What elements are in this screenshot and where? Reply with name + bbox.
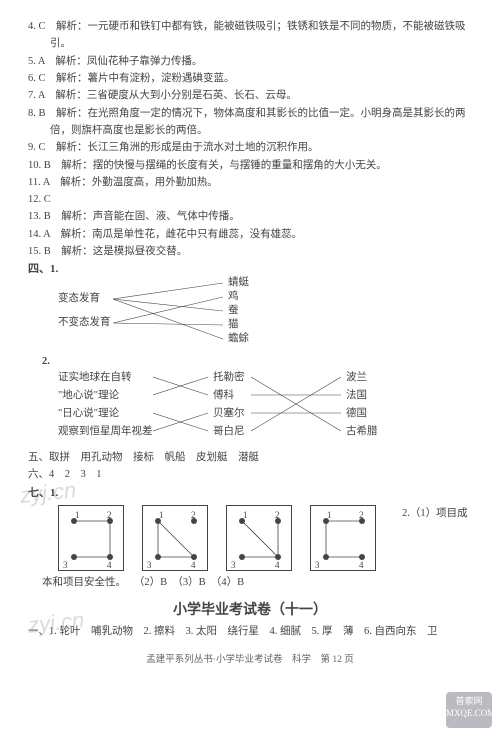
section-5: 五、取拼 用孔动物 接标 帆船 皮划艇 潜艇 xyxy=(28,449,472,466)
match2-item: 法国 xyxy=(346,388,367,403)
match2-item: 德国 xyxy=(346,406,367,421)
answer-line: 4. C 解析：一元硬币和铁钉中都有铁，能被磁铁吸引；铁锈和铁是不同的物质，不能… xyxy=(28,18,472,53)
answer-line: 8. B 解析：在光照角度一定的情况下，物体高度和其影长的比值一定。小明身高是其… xyxy=(28,105,472,140)
answer-line: 9. C 解析：长江三角洲的形成是由于流水对土地的沉积作用。 xyxy=(28,139,472,156)
match-left-item: 不变态发育 xyxy=(58,316,111,330)
page: 4. C 解析：一元硬币和铁钉中都有铁，能被磁铁吸引；铁锈和铁是不同的物质，不能… xyxy=(0,0,500,736)
dice-row: 1234 1234 1234 1234 2.（1）项目成 xyxy=(58,505,472,571)
match2-item: 观察到恒星周年视差 xyxy=(58,424,153,439)
section-7-label: 七、1. xyxy=(28,487,58,499)
match-2-number: 2. xyxy=(42,356,50,367)
match2-item: 哥白尼 xyxy=(213,424,245,439)
section-4-head: 四、1. xyxy=(28,260,472,278)
answer-line: 13. B 解析：声音能在固、液、气体中传播。 xyxy=(28,208,472,225)
match-right-item: 鸡 xyxy=(228,290,239,304)
match2-item: 波兰 xyxy=(346,370,367,385)
match-block-2: 证实地球在自转 "地心说"理论 "日心说"理论观察到恒星周年视差 托勒密傅科贝塞尔哥白… xyxy=(58,372,472,447)
match2-item: "日心说"理论 xyxy=(58,406,119,421)
match-right-item: 蜻蜓 xyxy=(228,276,249,290)
dice-box: 1234 xyxy=(142,505,208,571)
answer-line: 14. A 解析：南瓜是单性花，雌花中只有雌蕊，没有雄蕊。 xyxy=(28,226,472,243)
last-line: 一、1. 轮叶 哺乳动物 2. 擦料 3. 太阳 绕行星 4. 细腻 5. 厚 … xyxy=(28,623,472,640)
match-block-1: 变态发育不变态发育蜻蜓鸡蚕猫蟾蜍 xyxy=(58,281,472,351)
answer-line: 10. B 解析：摆的快慢与摆绳的长度有关，与摆锤的重量和摆角的大小无关。 xyxy=(28,157,472,174)
match-right-item: 猫 xyxy=(228,318,239,332)
section-4-label: 四、1. xyxy=(28,263,58,275)
answer-line: 11. A 解析：外勤温度高，用外勤加热。 xyxy=(28,174,472,191)
match2-item: 证实地球在自转 xyxy=(58,370,132,385)
answers-block: 4. C 解析：一元硬币和铁钉中都有铁，能被磁铁吸引；铁锈和铁是不同的物质，不能… xyxy=(28,18,472,260)
match2-item: 托勒密 xyxy=(213,370,245,385)
corner-badge: 普索网 MXQE.COM xyxy=(446,692,492,728)
dice-box: 1234 xyxy=(226,505,292,571)
dice-box: 1234 xyxy=(310,505,376,571)
badge-line2: MXQE.COM xyxy=(446,708,492,720)
match2-item: 傅科 xyxy=(213,388,234,403)
match-left-item: 变态发育 xyxy=(58,292,100,306)
page-footer: 孟建平系列丛书·小学毕业考试卷 科学 第 12 页 xyxy=(28,647,472,665)
section-6: 六、4 2 3 1 xyxy=(28,466,472,483)
section-7-head: 七、1. xyxy=(28,484,472,502)
match-2-head: 2. xyxy=(28,353,472,370)
answer-line: 12. C xyxy=(28,191,472,208)
match2-item: 贝塞尔 xyxy=(213,406,245,421)
exam-title: 小学毕业考试卷（十一） xyxy=(28,599,472,619)
match2-item: "地心说"理论 xyxy=(58,388,119,403)
match2-item: 古希腊 xyxy=(346,424,378,439)
match-right-item: 蚕 xyxy=(228,304,239,318)
answer-line: 5. A 解析：凤仙花种子靠弹力传播。 xyxy=(28,53,472,70)
below-dice: 本和项目安全性。 （2）B （3）B （4）B xyxy=(28,574,472,591)
dice-box: 1234 xyxy=(58,505,124,571)
answer-line: 6. C 解析：薯片中有淀粉，淀粉遇碘变蓝。 xyxy=(28,70,472,87)
answer-line: 7. A 解析：三省硬度从大到小分别是石英、长石、云母。 xyxy=(28,87,472,104)
match-right-item: 蟾蜍 xyxy=(228,332,249,346)
answer-line: 15. B 解析：这是模拟昼夜交替。 xyxy=(28,243,472,260)
badge-line1: 普索网 xyxy=(446,696,492,708)
dice-side-text: 2.（1）项目成 xyxy=(402,505,468,520)
